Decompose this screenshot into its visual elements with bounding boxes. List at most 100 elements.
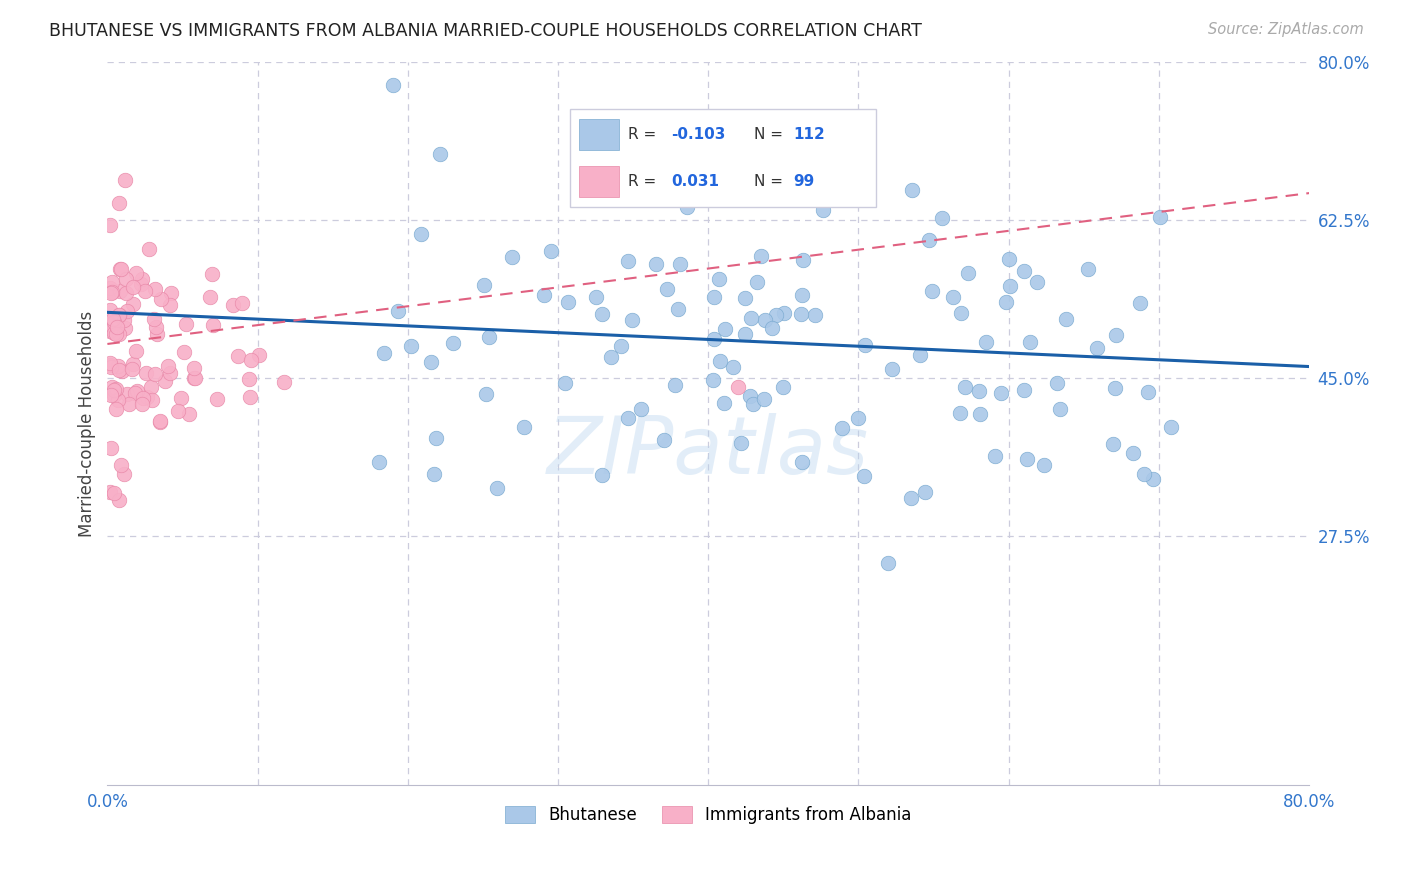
Point — [149, 415, 172, 429]
Point — [100, 281, 122, 295]
Point — [792, 252, 814, 267]
Point — [425, 431, 447, 445]
Point — [1018, 334, 1040, 349]
Point — [995, 294, 1018, 309]
Point — [184, 370, 207, 384]
Point — [948, 406, 970, 420]
Point — [129, 277, 152, 292]
Point — [1137, 385, 1160, 400]
Point — [107, 196, 129, 211]
Point — [1087, 341, 1109, 355]
Y-axis label: Married-couple Households: Married-couple Households — [79, 310, 96, 537]
Point — [617, 411, 640, 425]
Point — [591, 307, 613, 321]
Point — [1133, 467, 1156, 481]
Point — [918, 233, 941, 247]
Point — [730, 435, 752, 450]
Point — [630, 401, 652, 416]
Point — [486, 481, 509, 495]
Point — [111, 364, 134, 378]
Point — [713, 396, 735, 410]
Point — [143, 281, 166, 295]
Point — [853, 338, 876, 352]
Point — [121, 296, 143, 310]
Point — [754, 313, 776, 327]
Point — [368, 455, 391, 469]
Point — [100, 359, 122, 374]
Point — [100, 441, 122, 455]
Point — [198, 290, 221, 304]
Point — [134, 284, 156, 298]
Point — [100, 285, 122, 300]
Point — [942, 290, 965, 304]
Point — [105, 326, 128, 341]
Point — [121, 280, 143, 294]
Point — [108, 261, 131, 276]
Point — [657, 282, 679, 296]
Point — [107, 359, 129, 373]
Point — [998, 252, 1021, 267]
Point — [107, 392, 129, 407]
Point — [100, 388, 122, 402]
Point — [100, 358, 122, 372]
Point — [103, 315, 125, 329]
Point — [399, 339, 422, 353]
Point — [124, 385, 146, 400]
Point — [848, 410, 870, 425]
Point — [853, 468, 876, 483]
Point — [149, 414, 172, 428]
Point — [957, 266, 980, 280]
Point — [1032, 458, 1054, 473]
Point — [983, 449, 1005, 463]
Point — [910, 348, 932, 362]
Point — [100, 356, 122, 370]
Point — [103, 311, 125, 326]
Point — [1128, 295, 1150, 310]
Point — [773, 306, 796, 320]
Point — [554, 376, 576, 390]
Point — [761, 320, 783, 334]
Point — [100, 324, 122, 338]
Point — [183, 370, 205, 384]
Point — [475, 387, 498, 401]
Point — [950, 306, 973, 320]
Point — [142, 312, 165, 326]
Point — [772, 379, 794, 393]
Point — [1077, 262, 1099, 277]
Point — [173, 345, 195, 359]
Point — [1012, 384, 1035, 398]
Point — [381, 78, 404, 92]
Point — [901, 183, 924, 197]
Point — [617, 253, 640, 268]
Point — [591, 468, 613, 483]
Point — [742, 397, 765, 411]
Point — [1012, 263, 1035, 277]
Point — [145, 320, 167, 334]
Point — [709, 354, 731, 368]
Point — [501, 250, 523, 264]
Point — [108, 284, 131, 298]
Point — [703, 332, 725, 346]
Point — [790, 455, 813, 469]
Point — [159, 366, 181, 380]
Point — [478, 329, 501, 343]
Point — [513, 419, 536, 434]
Point — [747, 275, 769, 289]
Point — [153, 374, 176, 388]
Point — [240, 353, 263, 368]
Point — [1149, 210, 1171, 224]
Point — [100, 302, 122, 317]
Point — [645, 257, 668, 271]
Point — [150, 292, 173, 306]
Point — [600, 350, 623, 364]
Point — [1142, 472, 1164, 486]
Point — [146, 326, 169, 341]
Point — [877, 557, 900, 571]
Point — [103, 383, 125, 397]
Point — [675, 200, 697, 214]
Point — [100, 484, 122, 499]
Point — [108, 492, 131, 507]
Point — [139, 380, 162, 394]
Point — [103, 326, 125, 341]
Point — [703, 290, 725, 304]
